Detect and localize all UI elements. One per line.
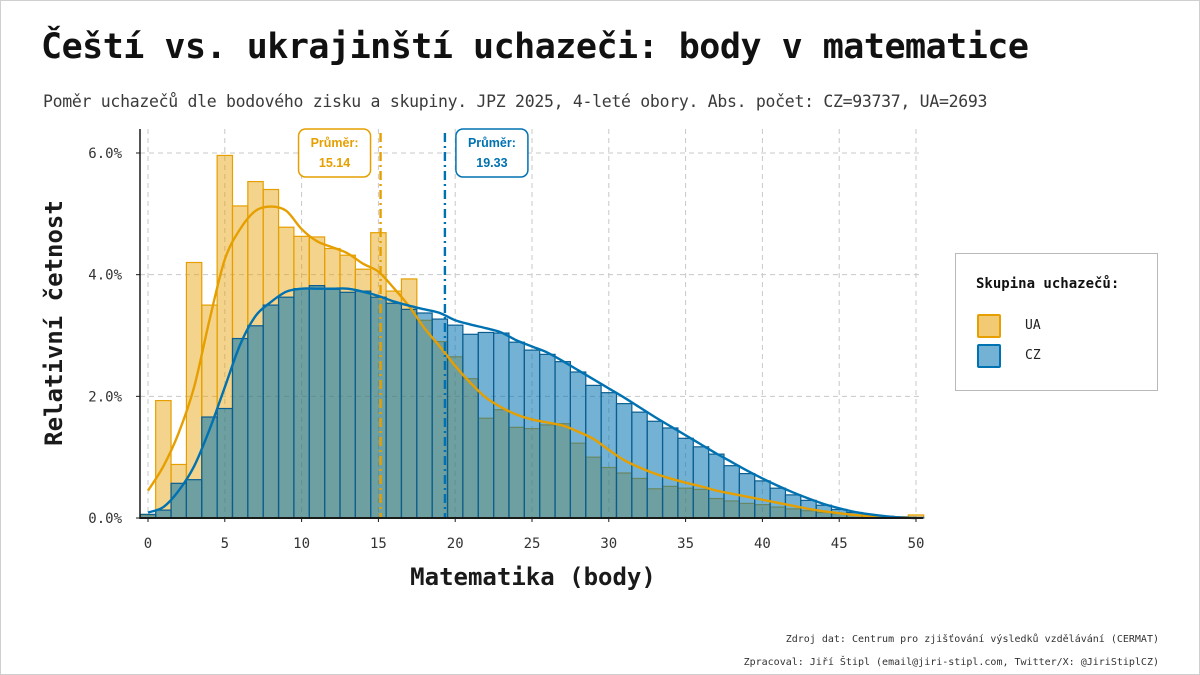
tick-labels: 0 5 10 15 20 25 30 35 40 45 50 0.0% 2.0% 4.0% 6.0% bbox=[88, 146, 924, 552]
y-tick-label: 0.0% bbox=[88, 511, 122, 527]
ua-mean-label-box bbox=[297, 128, 372, 178]
cz-bar bbox=[170, 482, 187, 519]
x-tick-label: 10 bbox=[293, 536, 310, 552]
cz-bar bbox=[185, 479, 203, 519]
cz-bar bbox=[339, 291, 356, 519]
x-tick-label: 15 bbox=[370, 536, 387, 552]
caption-author: Zpracoval: Jiří Štipl (email@jiri-stipl.… bbox=[743, 657, 1159, 668]
legend: Skupina uchazečů: UA CZ bbox=[955, 253, 1158, 391]
x-tick-label: 25 bbox=[524, 536, 541, 552]
cz-bar bbox=[462, 333, 479, 519]
ua-mean-value: 15.14 bbox=[319, 156, 350, 170]
legend-swatch-ua bbox=[977, 314, 1001, 338]
cz-mean-label: Průměr: bbox=[468, 136, 516, 150]
cz-bar bbox=[646, 420, 664, 519]
cz-bar bbox=[708, 453, 725, 519]
cz-bar bbox=[508, 341, 525, 519]
legend-title: Skupina uchazečů: bbox=[976, 276, 1120, 292]
y-tick-label: 4.0% bbox=[88, 268, 122, 284]
chart-title: Čeští vs. ukrajinští uchazeči: body v ma… bbox=[41, 27, 1029, 67]
cz-mean-label-box bbox=[455, 128, 529, 178]
axes bbox=[136, 129, 923, 522]
cz-bar bbox=[416, 312, 433, 519]
cz-density-curve bbox=[147, 287, 917, 520]
cz-bar bbox=[155, 509, 172, 519]
cz-bar bbox=[600, 392, 618, 519]
cz-bar bbox=[585, 384, 602, 519]
y-tick-label: 6.0% bbox=[88, 146, 122, 162]
ua-density-curve bbox=[146, 205, 917, 520]
x-tick-label: 45 bbox=[831, 536, 848, 552]
legend-label-ua: UA bbox=[1025, 318, 1041, 333]
x-axis-label: Matematika (body) bbox=[410, 563, 656, 591]
cz-bar bbox=[661, 427, 679, 519]
cz-bar bbox=[493, 332, 510, 519]
cz-bar bbox=[569, 371, 587, 519]
y-axis-label: Relativní četnost bbox=[40, 200, 68, 446]
cz-bar bbox=[692, 446, 710, 519]
cz-bar bbox=[247, 325, 264, 519]
cz-bar bbox=[400, 308, 418, 519]
caption-source: Zdroj dat: Centrum pro zjišťování výsled… bbox=[785, 634, 1159, 645]
x-tick-label: 50 bbox=[908, 536, 925, 552]
cz-bar bbox=[354, 290, 372, 519]
ua-bar bbox=[155, 399, 172, 519]
cz-bar bbox=[293, 288, 310, 519]
cz-bar bbox=[308, 285, 326, 519]
density-curves bbox=[146, 205, 917, 520]
cz-bar bbox=[277, 296, 295, 519]
cz-bar bbox=[231, 337, 249, 519]
legend-label-cz: CZ bbox=[1025, 348, 1041, 363]
cz-bar bbox=[523, 349, 541, 519]
legend-swatch-cz bbox=[977, 344, 1001, 368]
cz-bar bbox=[324, 288, 341, 519]
cz-bar bbox=[370, 296, 387, 519]
cz-bar bbox=[216, 407, 234, 519]
cz-bar bbox=[554, 361, 571, 519]
ua-mean-label: Průměr: bbox=[311, 136, 359, 150]
x-tick-label: 35 bbox=[677, 536, 694, 552]
y-tick-label: 2.0% bbox=[88, 389, 122, 405]
cz-mean-value: 19.33 bbox=[476, 156, 507, 170]
chart-subtitle: Poměr uchazečů dle bodového zisku a skup… bbox=[43, 92, 988, 111]
cz-bar bbox=[677, 437, 694, 519]
x-tick-label: 0 bbox=[144, 536, 152, 552]
cz-bar bbox=[477, 331, 495, 519]
cz-bar bbox=[262, 304, 280, 519]
x-tick-label: 40 bbox=[754, 536, 771, 552]
x-tick-label: 20 bbox=[447, 536, 464, 552]
caption: Zdroj dat: Centrum pro zjišťování výsled… bbox=[744, 628, 1159, 674]
cz-bar bbox=[385, 302, 403, 519]
x-tick-label: 30 bbox=[600, 536, 617, 552]
cz-bar bbox=[446, 324, 464, 519]
x-tick-label: 5 bbox=[221, 536, 229, 552]
cz-bar bbox=[539, 353, 556, 519]
mean-lines: Průměr: 15.14 Průměr: 19.33 bbox=[297, 128, 529, 518]
